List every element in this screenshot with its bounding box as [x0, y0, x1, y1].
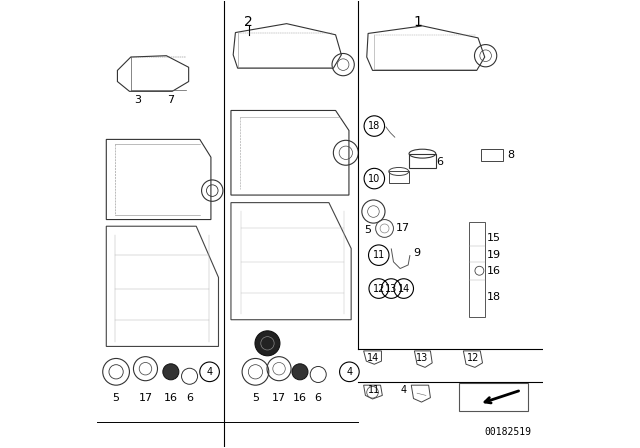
Text: 14: 14	[367, 353, 380, 362]
Text: 16: 16	[487, 266, 501, 276]
Text: 17: 17	[272, 393, 286, 403]
Text: 17: 17	[138, 393, 152, 403]
Text: 6: 6	[315, 393, 322, 403]
Text: 8: 8	[507, 150, 514, 160]
Text: 16: 16	[164, 393, 178, 403]
Text: 9: 9	[413, 248, 420, 258]
Text: 4: 4	[346, 367, 353, 377]
Text: 4: 4	[401, 385, 407, 395]
Text: 13: 13	[385, 284, 397, 293]
Text: 11: 11	[372, 250, 385, 260]
Text: 5: 5	[113, 393, 120, 403]
Text: 00182519: 00182519	[484, 427, 531, 437]
Text: 18: 18	[368, 121, 380, 131]
Text: 13: 13	[416, 353, 429, 362]
Text: 7: 7	[167, 95, 175, 105]
Text: 12: 12	[467, 353, 479, 362]
Text: 6: 6	[436, 157, 444, 167]
Text: 15: 15	[487, 233, 501, 243]
Text: 16: 16	[293, 393, 307, 403]
Text: 5: 5	[252, 393, 259, 403]
Text: 2: 2	[244, 15, 253, 29]
Text: 18: 18	[487, 293, 501, 302]
Text: 17: 17	[396, 224, 410, 233]
Text: 6: 6	[186, 393, 193, 403]
Text: 1: 1	[413, 15, 422, 29]
Text: 12: 12	[372, 284, 385, 293]
Circle shape	[255, 331, 280, 356]
Text: 11: 11	[367, 385, 380, 395]
Text: 14: 14	[397, 284, 410, 293]
Circle shape	[292, 364, 308, 380]
Circle shape	[163, 364, 179, 380]
Text: 10: 10	[368, 173, 380, 184]
Text: 19: 19	[487, 250, 501, 260]
Text: 4: 4	[207, 367, 212, 377]
Text: 3: 3	[134, 95, 141, 105]
Text: 5: 5	[365, 225, 372, 235]
